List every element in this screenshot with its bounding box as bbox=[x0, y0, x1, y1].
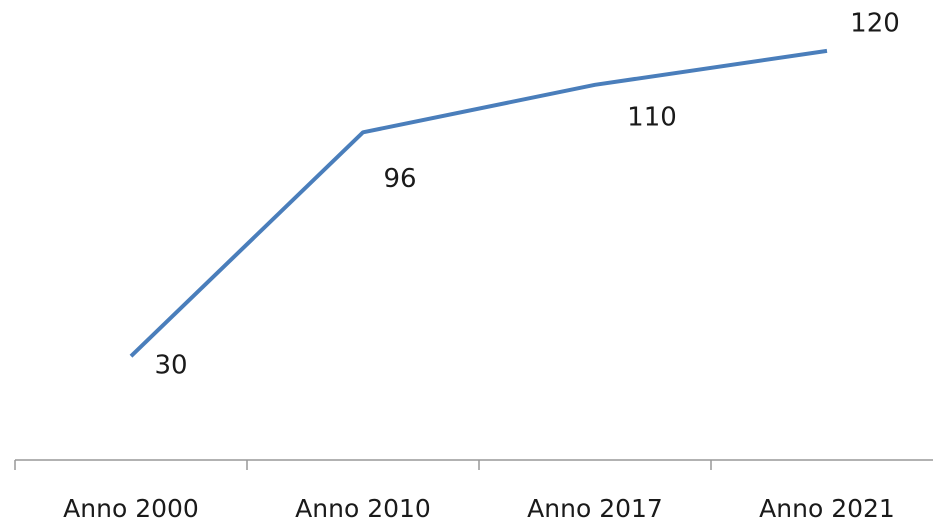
line bbox=[129, 48, 828, 358]
x-tick-label: Anno 2021 bbox=[759, 494, 895, 523]
data-label: 120 bbox=[850, 8, 900, 38]
data-label: 30 bbox=[154, 351, 187, 381]
data-label: 96 bbox=[383, 164, 416, 194]
x-tick-label: Anno 2000 bbox=[63, 494, 199, 523]
x-tick-label: Anno 2017 bbox=[527, 494, 663, 523]
data-label: 110 bbox=[627, 102, 677, 132]
x-tick-label: Anno 2010 bbox=[295, 494, 431, 523]
